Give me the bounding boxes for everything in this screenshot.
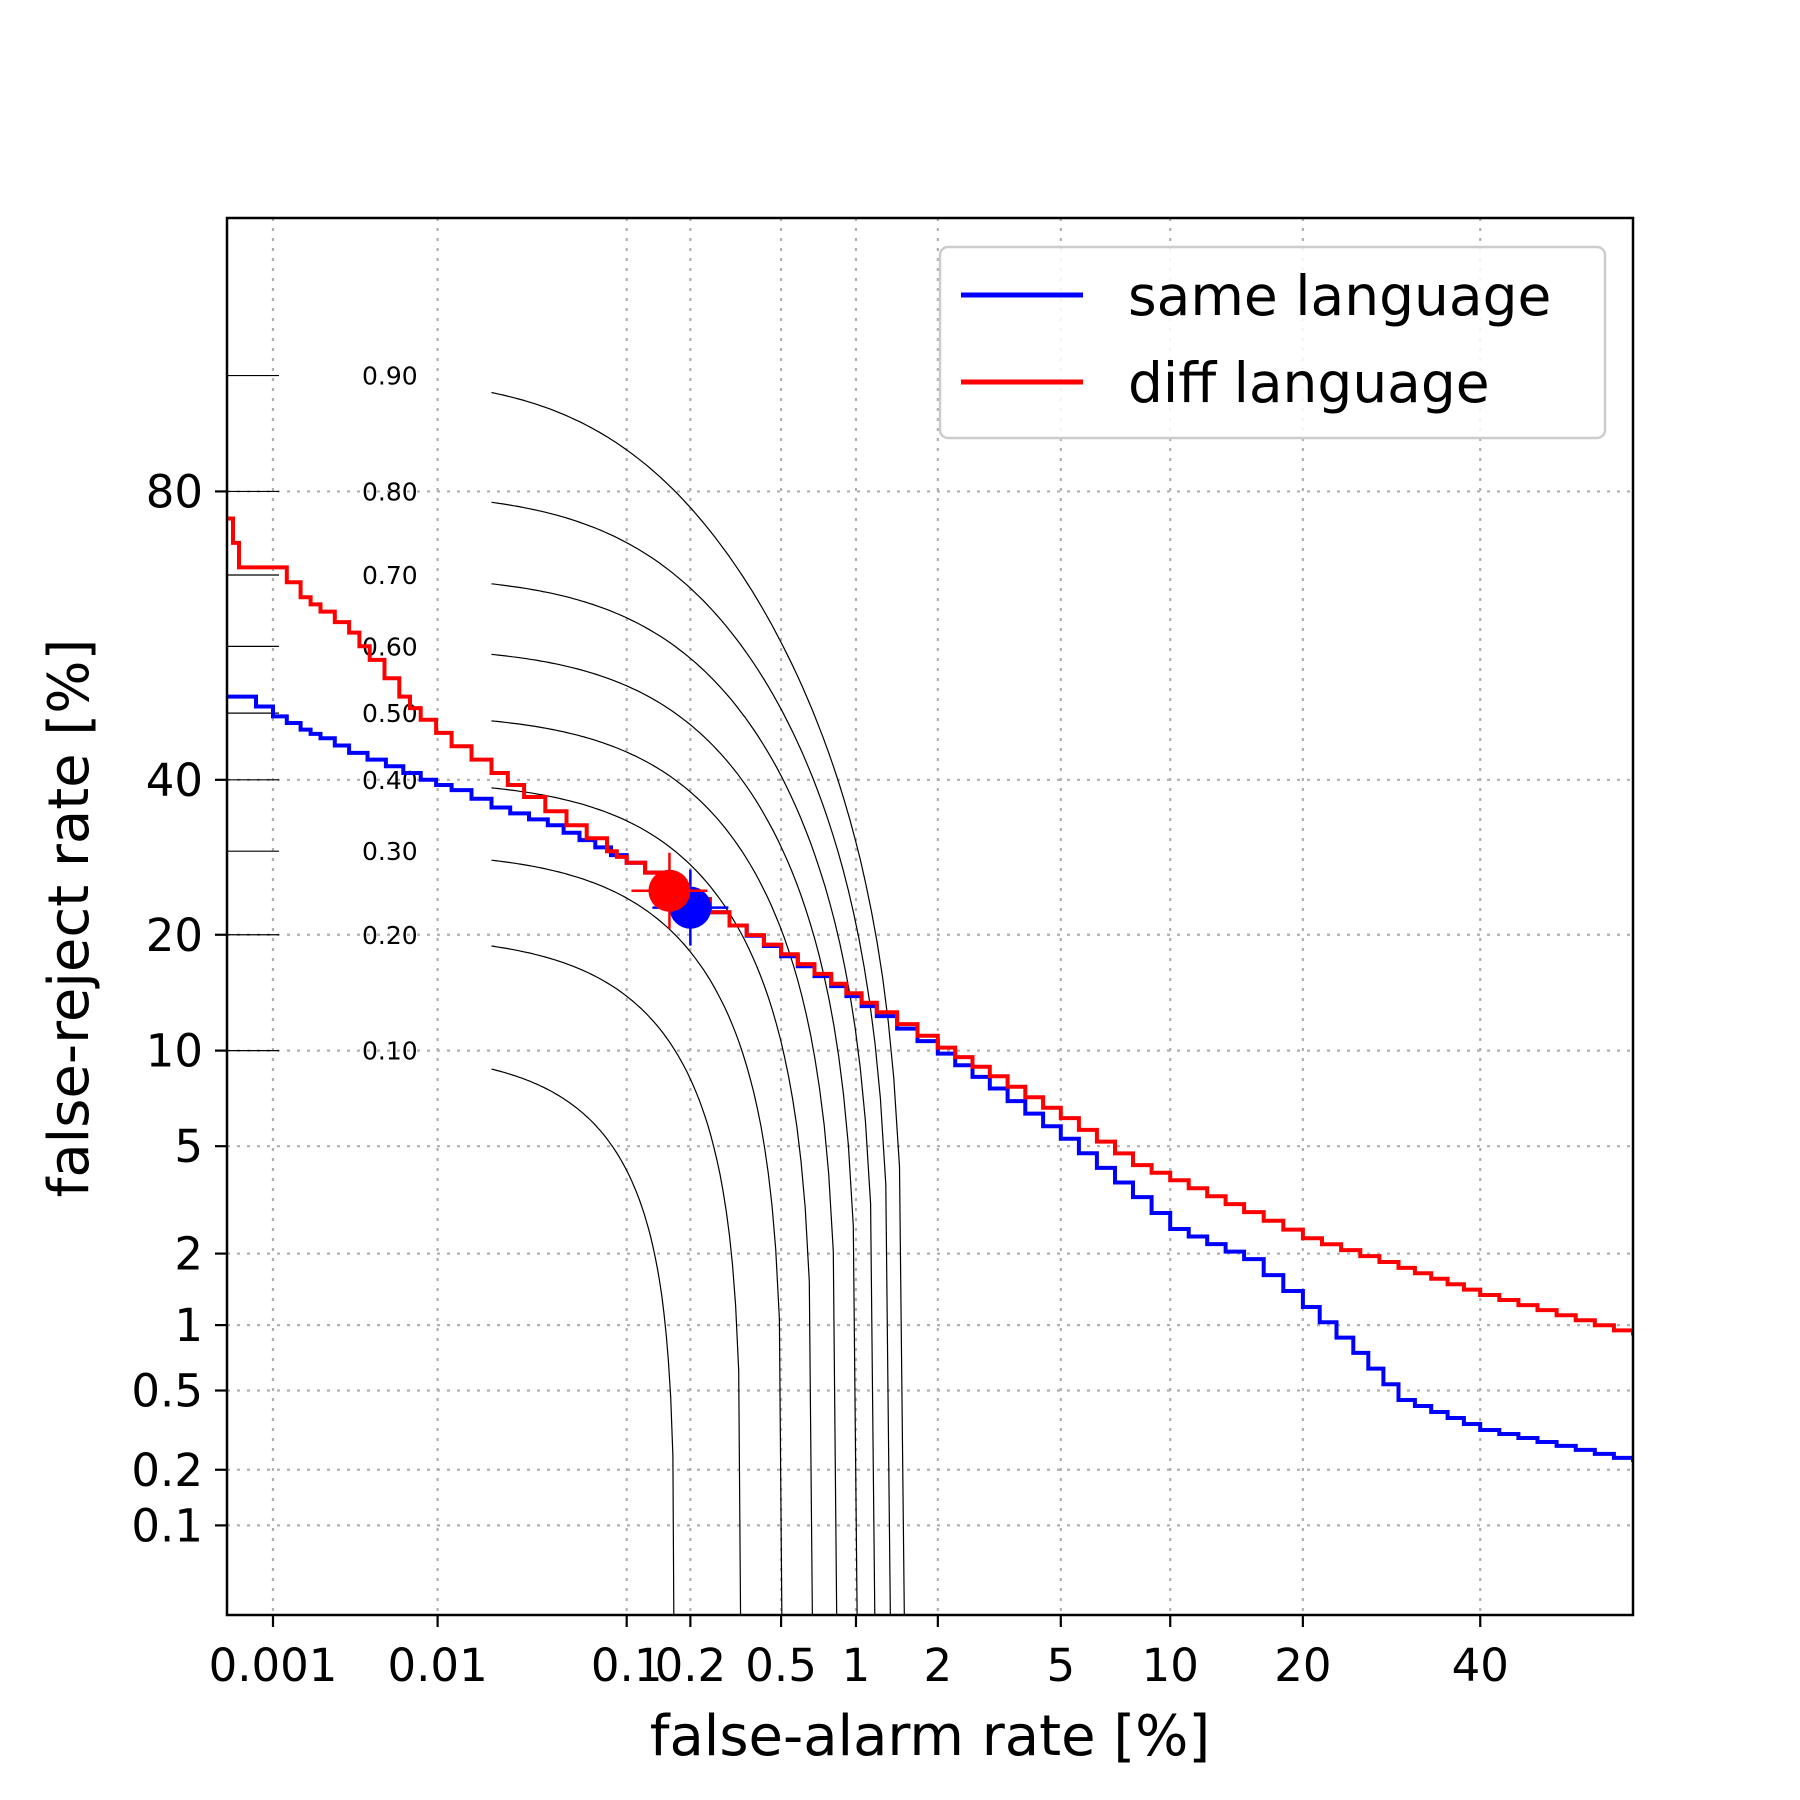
x-tick-label: 40 xyxy=(1452,1639,1509,1692)
legend: same language diff language xyxy=(938,245,1607,440)
y-tick-label: 10 xyxy=(146,1025,203,1078)
contour-line-0.90 xyxy=(491,391,905,1615)
plot-frame xyxy=(225,216,1635,1617)
contour-line-0.40 xyxy=(491,787,813,1615)
contour-line-0.10 xyxy=(491,1068,675,1615)
contour-label: 0.90 xyxy=(362,362,418,391)
y-tick-label: 20 xyxy=(146,909,203,962)
grid xyxy=(227,218,1633,1615)
series-line-same-language xyxy=(227,694,1633,1462)
y-tick-label: 80 xyxy=(146,465,203,518)
y-tick-label: 2 xyxy=(174,1228,203,1281)
contour-label: 0.30 xyxy=(362,837,418,866)
x-tick-label: 5 xyxy=(1046,1639,1075,1692)
legend-box xyxy=(938,245,1607,440)
x-tick-label: 20 xyxy=(1274,1639,1331,1692)
contour-line-0.50 xyxy=(491,720,838,1615)
x-tick-label: 1 xyxy=(842,1639,871,1692)
x-tick-label: 2 xyxy=(924,1639,953,1692)
contour-line-0.20 xyxy=(491,945,742,1615)
x-tick-label: 0.1 xyxy=(591,1639,663,1692)
contour-labels: 0.100.200.300.400.500.600.700.800.90 xyxy=(227,362,418,1066)
series-lines xyxy=(227,516,1633,1462)
contour-lines xyxy=(491,391,905,1615)
x-tick-label: 10 xyxy=(1142,1639,1199,1692)
x-tick-label: 0.5 xyxy=(745,1639,817,1692)
x-tick-label: 0.001 xyxy=(209,1639,338,1692)
x-tick-label: 0.01 xyxy=(388,1639,488,1692)
operating-point-marker xyxy=(648,869,691,912)
y-tick-label: 5 xyxy=(174,1120,203,1173)
contour-label: 0.40 xyxy=(362,766,418,795)
contour-line-0.30 xyxy=(491,859,783,1615)
y-tick-label: 0.2 xyxy=(131,1444,203,1497)
series-line-diff-language xyxy=(227,516,1633,1336)
operating-point-diff-language xyxy=(631,852,708,929)
y-tick-label: 40 xyxy=(146,754,203,807)
contour-line-0.80 xyxy=(491,501,891,1615)
legend-label-same-language: same language xyxy=(1128,264,1551,328)
contour-label: 0.70 xyxy=(362,561,418,590)
plot-background xyxy=(227,218,1633,1615)
y-axis-ticks: 0.10.2 0.5 1 2 5 10 20 40 80 xyxy=(131,465,227,1552)
y-axis-title: false-reject rate [%] xyxy=(37,639,102,1198)
contour-line-0.70 xyxy=(491,583,876,1615)
contour-label: 0.20 xyxy=(362,921,418,950)
y-tick-label: 1 xyxy=(174,1299,203,1352)
y-tick-label: 0.5 xyxy=(131,1365,203,1418)
legend-label-diff-language: diff language xyxy=(1128,351,1490,415)
contour-label: 0.80 xyxy=(362,477,418,506)
operating-points xyxy=(631,852,729,946)
contour-label: 0.10 xyxy=(362,1037,418,1066)
x-axis-title: false-alarm rate [%] xyxy=(650,1704,1210,1769)
x-axis-ticks: 0.001 0.01 0.10.2 0.5 1 2 5 10 20 40 xyxy=(209,1615,1509,1692)
x-tick-label: 0.2 xyxy=(655,1639,727,1692)
y-tick-label: 0.1 xyxy=(131,1499,203,1552)
contour-line-0.60 xyxy=(491,653,858,1615)
